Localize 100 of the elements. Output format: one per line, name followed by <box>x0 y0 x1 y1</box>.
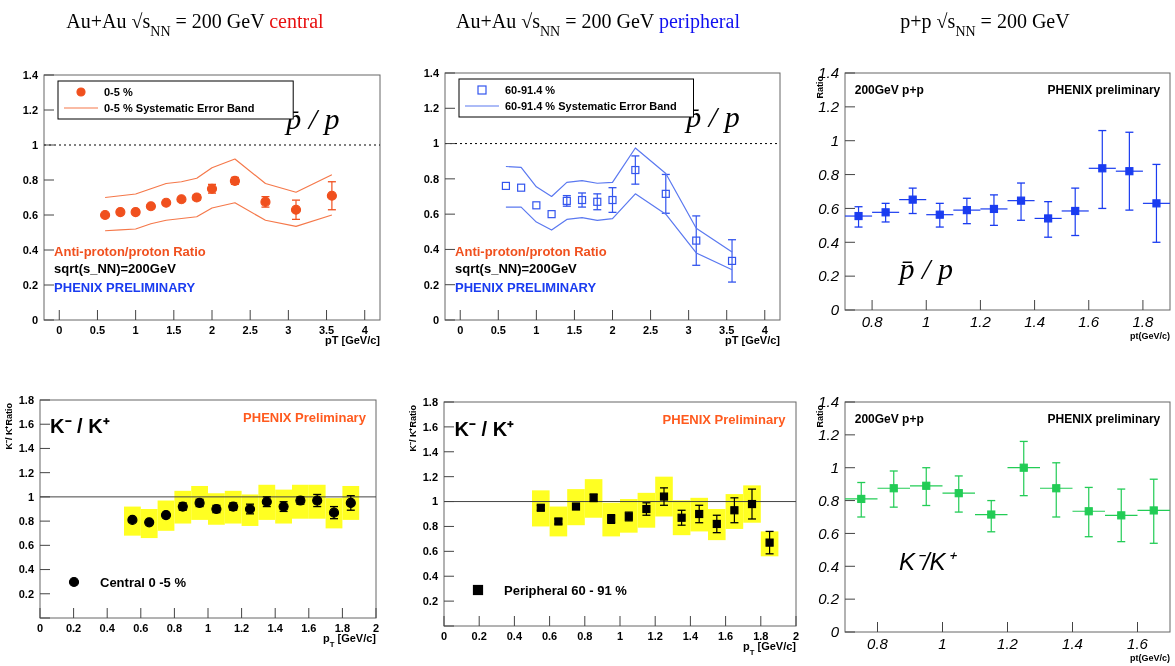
x-tick-label: 0.4 <box>99 622 116 634</box>
x-tick-label: 1.4 <box>1062 635 1083 652</box>
legend-label: Peripheral 60 - 91 % <box>504 582 628 598</box>
x-tick-label: 1 <box>922 313 931 330</box>
point <box>1071 206 1080 216</box>
y-tick-label: 0.6 <box>423 207 439 220</box>
y-tick-label: 0.2 <box>422 594 438 607</box>
point <box>517 183 526 192</box>
point <box>1117 511 1126 520</box>
point <box>1098 164 1107 173</box>
y-tick-label: 0.8 <box>818 165 840 183</box>
y-tick-label: 1.2 <box>818 98 840 116</box>
y-tick-label: 0.8 <box>22 173 38 186</box>
x-tick-label: 1 <box>616 630 624 642</box>
point <box>608 195 617 205</box>
y-tick-label: 0.6 <box>18 539 34 552</box>
point <box>989 204 999 214</box>
y-tick-label: 0.8 <box>18 514 34 527</box>
x-tick-label: 2.5 <box>642 324 659 336</box>
y-tick-label: 1.2 <box>818 426 840 444</box>
point <box>659 492 669 501</box>
annotation: sqrt(s_NN)=200GeV <box>455 261 578 277</box>
y-tick-label: 0.2 <box>818 267 840 285</box>
y-tick-label: 0.2 <box>423 278 439 291</box>
x-axis-title: p$_{T}$ [GeV/c] <box>742 640 797 657</box>
y-tick-label: 1.8 <box>18 393 34 406</box>
annotation: 200GeV p+p <box>854 83 924 98</box>
x-tick-label: 0.2 <box>65 622 82 634</box>
point <box>1125 167 1134 176</box>
x-tick-label: 0 <box>56 324 63 336</box>
y-tick-label: 1.2 <box>423 102 439 115</box>
annotation: K⁻ / K⁺ <box>454 417 515 440</box>
x-tick-label: 1.4 <box>267 622 284 634</box>
x-tick-label: 1.2 <box>997 635 1019 652</box>
x-tick-label: 1.6 <box>717 630 734 642</box>
legend-label: 60-91.4 % Systematic Error Band <box>505 99 677 112</box>
y-tick-label: 1.4 <box>18 442 35 455</box>
x-tick-label: 0.6 <box>133 622 149 634</box>
x-tick-label: 1 <box>938 635 947 652</box>
y-tick-label: 0.4 <box>423 243 440 256</box>
x-tick-label: 1 <box>132 324 139 336</box>
annotation: PHENIX Preliminary <box>243 409 367 425</box>
x-tick-label: 1.8 <box>1132 313 1154 330</box>
x-tick-label: 1.2 <box>233 622 250 634</box>
y-tick-label: 1 <box>830 131 839 149</box>
x-tick-label: 1.6 <box>1078 313 1100 330</box>
chart-title: Au+Au √s$_{NN}$ = 200 GeV peripheral <box>456 10 741 39</box>
y-axis-title: K⁻/ K⁺Ratio <box>408 404 418 452</box>
y-tick-label: 0.2 <box>18 587 34 600</box>
annotation: PHENIX preliminary <box>1047 83 1161 98</box>
point <box>661 189 670 198</box>
y-tick-label: 1.4 <box>423 66 440 79</box>
y-tick-label: 0.6 <box>22 208 38 221</box>
chart-title: p+p √s$_{NN}$ = 200 GeV <box>900 10 1071 39</box>
x-tick-label: 1.6 <box>1127 635 1149 652</box>
y-tick-label: 0 <box>830 301 840 319</box>
chart-title: Au+Au √s$_{NN}$ = 200 GeV central <box>66 10 325 39</box>
point <box>922 481 931 490</box>
y-tick-label: 1.8 <box>422 395 438 408</box>
point <box>326 190 337 201</box>
x-tick-label: 0.5 <box>89 324 106 336</box>
point <box>854 211 863 221</box>
point <box>954 489 963 498</box>
y-tick-label: 1 <box>431 495 438 508</box>
point <box>857 494 866 504</box>
line-series <box>104 158 333 199</box>
legend-label: Central 0 -5 % <box>100 574 187 590</box>
point <box>962 206 971 215</box>
x-tick-label: 0 <box>457 324 464 336</box>
legend-label: 0-5 % <box>104 85 133 98</box>
x-tick-label: 3 <box>285 324 292 336</box>
y-tick-label: 0.4 <box>22 243 39 256</box>
x-axis-title: pT [GeV/c] <box>724 334 781 346</box>
y-tick-label: 1.2 <box>18 466 34 479</box>
x-tick-label: 0.8 <box>861 313 884 330</box>
point <box>501 181 511 191</box>
y-tick-label: 1.2 <box>22 103 38 116</box>
y-tick-label: 0.4 <box>818 233 839 251</box>
point <box>727 256 737 265</box>
point <box>935 210 944 219</box>
annotation: K⁻ / K⁺ <box>50 414 110 437</box>
point <box>1152 199 1161 208</box>
x-tick-label: 1.4 <box>1024 313 1046 330</box>
x-tick-label: 1 <box>204 622 212 634</box>
annotation: Anti-proton/proton Ratio <box>455 243 607 259</box>
annotation: PHENIX PRELIMINARY <box>455 279 597 295</box>
y-tick-label: 1.6 <box>18 418 34 431</box>
x-tick-label: 4 <box>361 324 369 336</box>
point <box>145 201 157 212</box>
point <box>532 201 541 210</box>
y-tick-label: 0.8 <box>818 491 840 509</box>
x-tick-label: 0.8 <box>867 635 889 652</box>
y-tick-label: 0.6 <box>422 545 438 558</box>
x-tick-label: 1.8 <box>334 622 351 634</box>
y-tick-label: 0.2 <box>818 590 840 608</box>
y-tick-label: 1 <box>27 490 34 503</box>
y-tick-label: 0.4 <box>422 570 439 583</box>
y-tick-label: 0.8 <box>422 520 438 533</box>
x-axis-title: pT [GeV/c] <box>324 334 381 346</box>
annotation: K⁻/K⁺ <box>898 547 957 575</box>
